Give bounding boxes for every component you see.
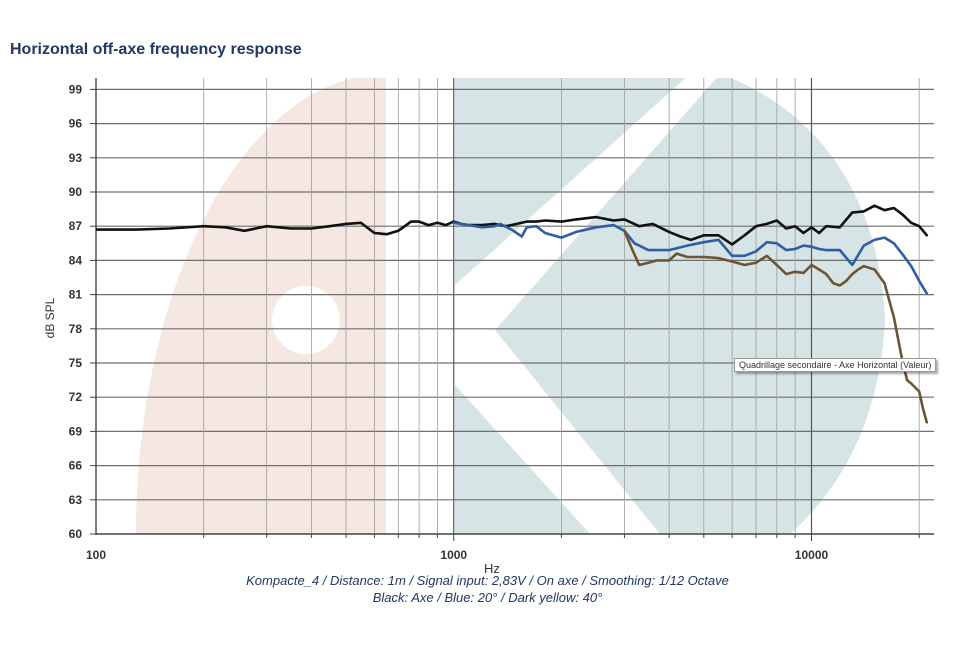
y-axis-label: dB SPL <box>43 297 57 338</box>
series-layer <box>96 204 929 424</box>
x-tick-label: 1000 <box>440 548 467 562</box>
y-tick-label: 63 <box>69 493 83 507</box>
y-tick-label: 96 <box>69 117 83 131</box>
y-tick-label: 90 <box>69 185 83 199</box>
y-tick-label: 84 <box>69 253 83 267</box>
y-tick-label: 87 <box>69 219 83 233</box>
y-tick-label: 72 <box>69 390 83 404</box>
y-tick-label: 60 <box>69 527 83 541</box>
series-line-3 <box>623 229 929 424</box>
y-tick-label: 93 <box>69 151 83 165</box>
x-axis-label: Hz <box>484 561 500 576</box>
chart-caption-measurement: Kompacte_4 / Distance: 1m / Signal input… <box>246 573 729 588</box>
chart-axes <box>90 78 934 541</box>
y-tick-label: 69 <box>69 424 83 438</box>
series-line-1 <box>96 204 929 246</box>
series-line-2 <box>452 221 929 295</box>
chart-caption-legend: Black: Axe / Blue: 20° / Dark yellow: 40… <box>372 590 603 605</box>
y-tick-label: 75 <box>69 356 83 370</box>
chart-title: Horizontal off-axe frequency response <box>10 41 302 58</box>
y-tick-label: 78 <box>69 322 83 336</box>
axis-labels: 60 63 66 69 72 75 78 81 84 87 90 93 96 99 100 1000 10000… <box>43 82 829 576</box>
y-tick-label: 81 <box>69 288 83 302</box>
gridline-tooltip: Quadrillage secondaire - Axe Horizontal … <box>734 358 937 372</box>
x-tick-label: 100 <box>86 548 106 562</box>
x-tick-label: 10000 <box>795 548 829 562</box>
y-tick-label: 99 <box>69 82 83 96</box>
y-tick-label: 66 <box>69 459 83 473</box>
